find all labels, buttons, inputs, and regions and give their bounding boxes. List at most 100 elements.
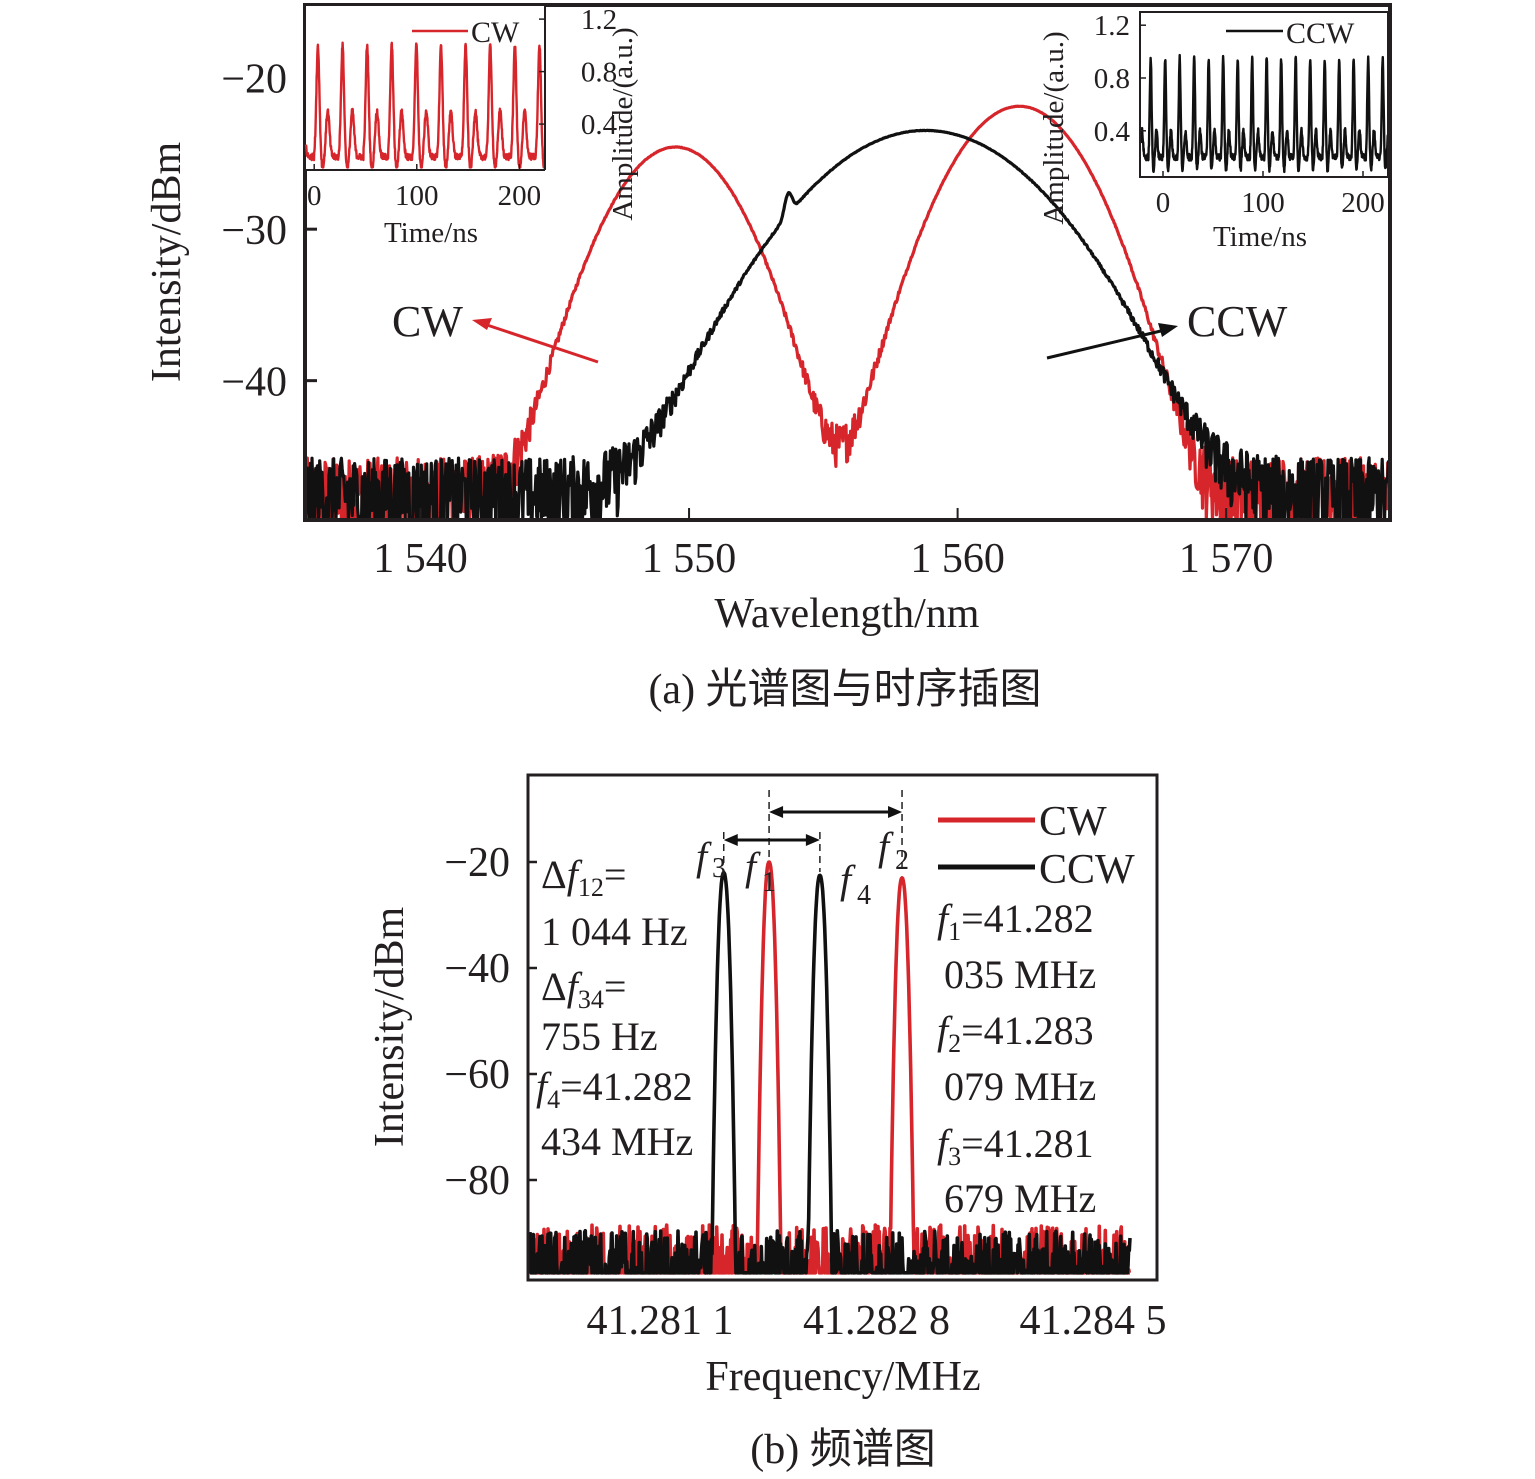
peak-label-f4: f 4 [840,857,871,911]
frequency-y-ticks: −20 −40 −60 −80 [444,840,537,1204]
frequency-value-annotations: f1=41.282 035 MHz f2=41.283 079 MHz f3=4… [937,896,1096,1221]
delta-f34-value: 755 Hz [541,1014,658,1059]
frequency-x-tick-label: 41.282 8 [803,1298,950,1344]
inset-ccw-ticks: 0.4 0.8 1.2 0 100 200 [1094,10,1385,219]
inset-cw-x-axis-label: Time/ns [384,217,478,249]
frequency-legend: CW CCW [938,799,1135,893]
inset-cw-y-tick-label: 1.2 [581,4,617,36]
frequency-series-group [528,860,1132,1275]
spectrum-x-tick-label: 1 570 [1179,536,1274,582]
peak-label-f2-f: f [878,824,894,869]
inset-ccw-x-tick-label: 200 [1341,187,1385,219]
frequency-x-ticks: 41.281 1 41.282 8 41.284 5 [587,1298,1167,1344]
spectrum-y-axis-label: Intensity/dBm [144,142,190,383]
delta-f34-arrow-head-right [805,834,820,846]
peak-label-f3-sub: 3 [712,853,726,884]
spectrum-x-tick-label: 1 550 [642,536,737,582]
legend-cw-label: CW [1039,799,1107,845]
spectrum-y-ticks: −20 −30 −40 [221,57,317,406]
frequency-y-tick-label: −40 [444,946,510,992]
f1-value: 035 MHz [944,952,1096,997]
f3-line: f3=41.281 [937,1121,1094,1171]
inset-ccw-y-tick-label: 0.8 [1094,63,1130,95]
frequency-line-ccw [528,870,1132,1275]
frequency-y-tick-label: −60 [444,1052,510,1098]
inset-ccw-y-tick-label: 0.4 [1094,116,1131,148]
figure-caption-b: (b) 频谱图 [750,1427,935,1473]
legend-ccw-label: CCW [1039,847,1135,893]
inset-ccw-x-tick-label: 0 [1156,187,1171,219]
spectrum-y-tick-label: −20 [221,57,287,103]
inset-cw-ticks: 0.4 0.8 1.2 0 100 200 [307,4,618,212]
frequency-x-tick-label: 41.281 1 [587,1298,734,1344]
inset-ccw-y-axis-label: Amplitude/(a.u.) [1038,31,1070,224]
cw-annotation-arrowhead [472,318,492,330]
ccw-annotation-arrowhead [1158,323,1178,337]
inset-cw-line [304,41,547,169]
delta-f12-line: Δf12= [541,852,626,902]
inset-ccw-frame [1139,11,1389,178]
peak-label-f1-sub: 1 [762,867,776,898]
frequency-guides [722,790,903,872]
cw-annotation-label: CW [392,297,463,346]
inset-cw-legend-label: CW [471,16,520,49]
spectrum-chart: CW CCW −20 −30 −40 1 540 1 550 1 560 1 570 Wa… [144,3,1392,713]
inset-cw-y-axis-label: Amplitude/(a.u.) [607,27,639,220]
delta-f34-arrow-head-left [723,834,738,846]
peak-label-f1: f 1 [745,844,776,898]
inset-ccw-line [1139,53,1389,174]
peak-label-f4-sub: 4 [857,880,871,911]
peak-label-f3: f 3 [696,834,726,884]
f4-value: 434 MHz [541,1119,693,1164]
inset-ccw-timing-chart: 0.4 0.8 1.2 0 100 200 CCW Time/ns Amplitude/(… [1038,10,1389,253]
peak-label-f2: f 2 [878,824,909,876]
peak-label-f4-f: f [840,857,856,902]
delta-f34-line: Δf34= [541,964,626,1014]
inset-ccw-x-tick-label: 100 [1241,187,1285,219]
spectrum-x-ticks: 1 540 1 550 1 560 1 570 [373,508,1273,582]
delta-f12-arrow-head-right [888,806,903,818]
inset-cw-series-group [304,41,547,169]
inset-cw-x-tick-label: 100 [395,180,439,212]
frequency-difference-annotations: Δf12= 1 044 Hz Δf34= 755 Hz f4=41.282 43… [536,852,693,1164]
ccw-annotation: CCW [1046,297,1288,360]
inset-cw-timing-chart: 0.4 0.8 1.2 0 100 200 CW Time/ns Amplitude/(a… [304,4,639,249]
delta-f12-arrow-head-left [769,806,784,818]
peak-label-f3-f: f [696,834,712,879]
spectrum-x-tick-label: 1 540 [373,536,468,582]
frequency-x-axis-label: Frequency/MHz [705,1354,980,1400]
frequency-y-axis-label: Intensity/dBm [367,907,413,1148]
peak-label-f1-f: f [745,844,761,889]
frequency-plot-frame [526,773,1159,1282]
cw-annotation-arrow-line [483,322,599,364]
spectrum-y-tick-label: −30 [221,208,287,254]
frequency-spectrum-chart: −20 −40 −60 −80 41.281 1 41.282 8 41.284 5 f … [367,773,1167,1473]
f3-value: 679 MHz [944,1176,1096,1221]
inset-ccw-y-tick-label: 1.2 [1094,10,1130,42]
figure-caption-a: (a) 光谱图与时序插图 [648,667,1041,713]
inset-cw-x-tick-label: 0 [307,180,322,212]
spectrum-y-tick-label: −40 [221,360,287,406]
spectrum-plot-frame [303,3,1392,522]
ccw-annotation-arrow-line [1046,328,1166,360]
delta-f12-value: 1 044 Hz [541,909,688,954]
frequency-x-tick-label: 41.284 5 [1020,1298,1167,1344]
f1-line: f1=41.282 [937,896,1094,946]
inset-ccw-series-group [1139,53,1389,174]
peak-label-f2-sub: 2 [895,845,909,876]
spectrum-x-tick-label: 1 560 [910,536,1005,582]
inset-cw-y-tick-label: 0.4 [581,109,618,141]
f2-value: 079 MHz [944,1064,1096,1109]
inset-cw-x-tick-label: 200 [498,180,542,212]
inset-cw-y-tick-label: 0.8 [581,57,617,89]
inset-ccw-x-axis-label: Time/ns [1213,221,1307,253]
spectrum-x-axis-label: Wavelength/nm [715,591,980,637]
f2-line: f2=41.283 [937,1008,1094,1058]
frequency-y-tick-label: −20 [444,840,510,886]
frequency-y-tick-label: −80 [444,1158,510,1204]
ccw-annotation-label: CCW [1187,297,1288,346]
f4-line: f4=41.282 [536,1064,693,1114]
inset-ccw-legend-label: CCW [1286,17,1355,50]
cw-annotation: CW [392,297,599,364]
